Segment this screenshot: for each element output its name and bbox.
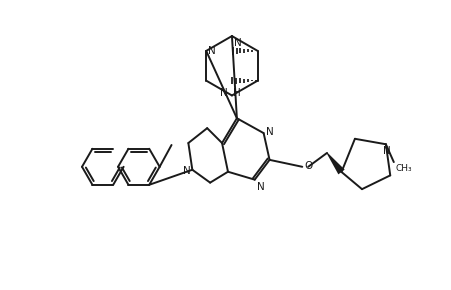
Text: CH₃: CH₃	[395, 164, 411, 173]
Text: O: O	[304, 161, 312, 171]
Text: N: N	[208, 46, 216, 56]
Text: N: N	[182, 166, 190, 176]
Text: N: N	[234, 38, 241, 48]
Text: N: N	[382, 146, 390, 156]
Text: N: N	[220, 88, 227, 99]
Text: N: N	[256, 182, 264, 192]
Text: H: H	[232, 88, 240, 99]
Polygon shape	[326, 153, 344, 174]
Text: N: N	[265, 127, 273, 137]
